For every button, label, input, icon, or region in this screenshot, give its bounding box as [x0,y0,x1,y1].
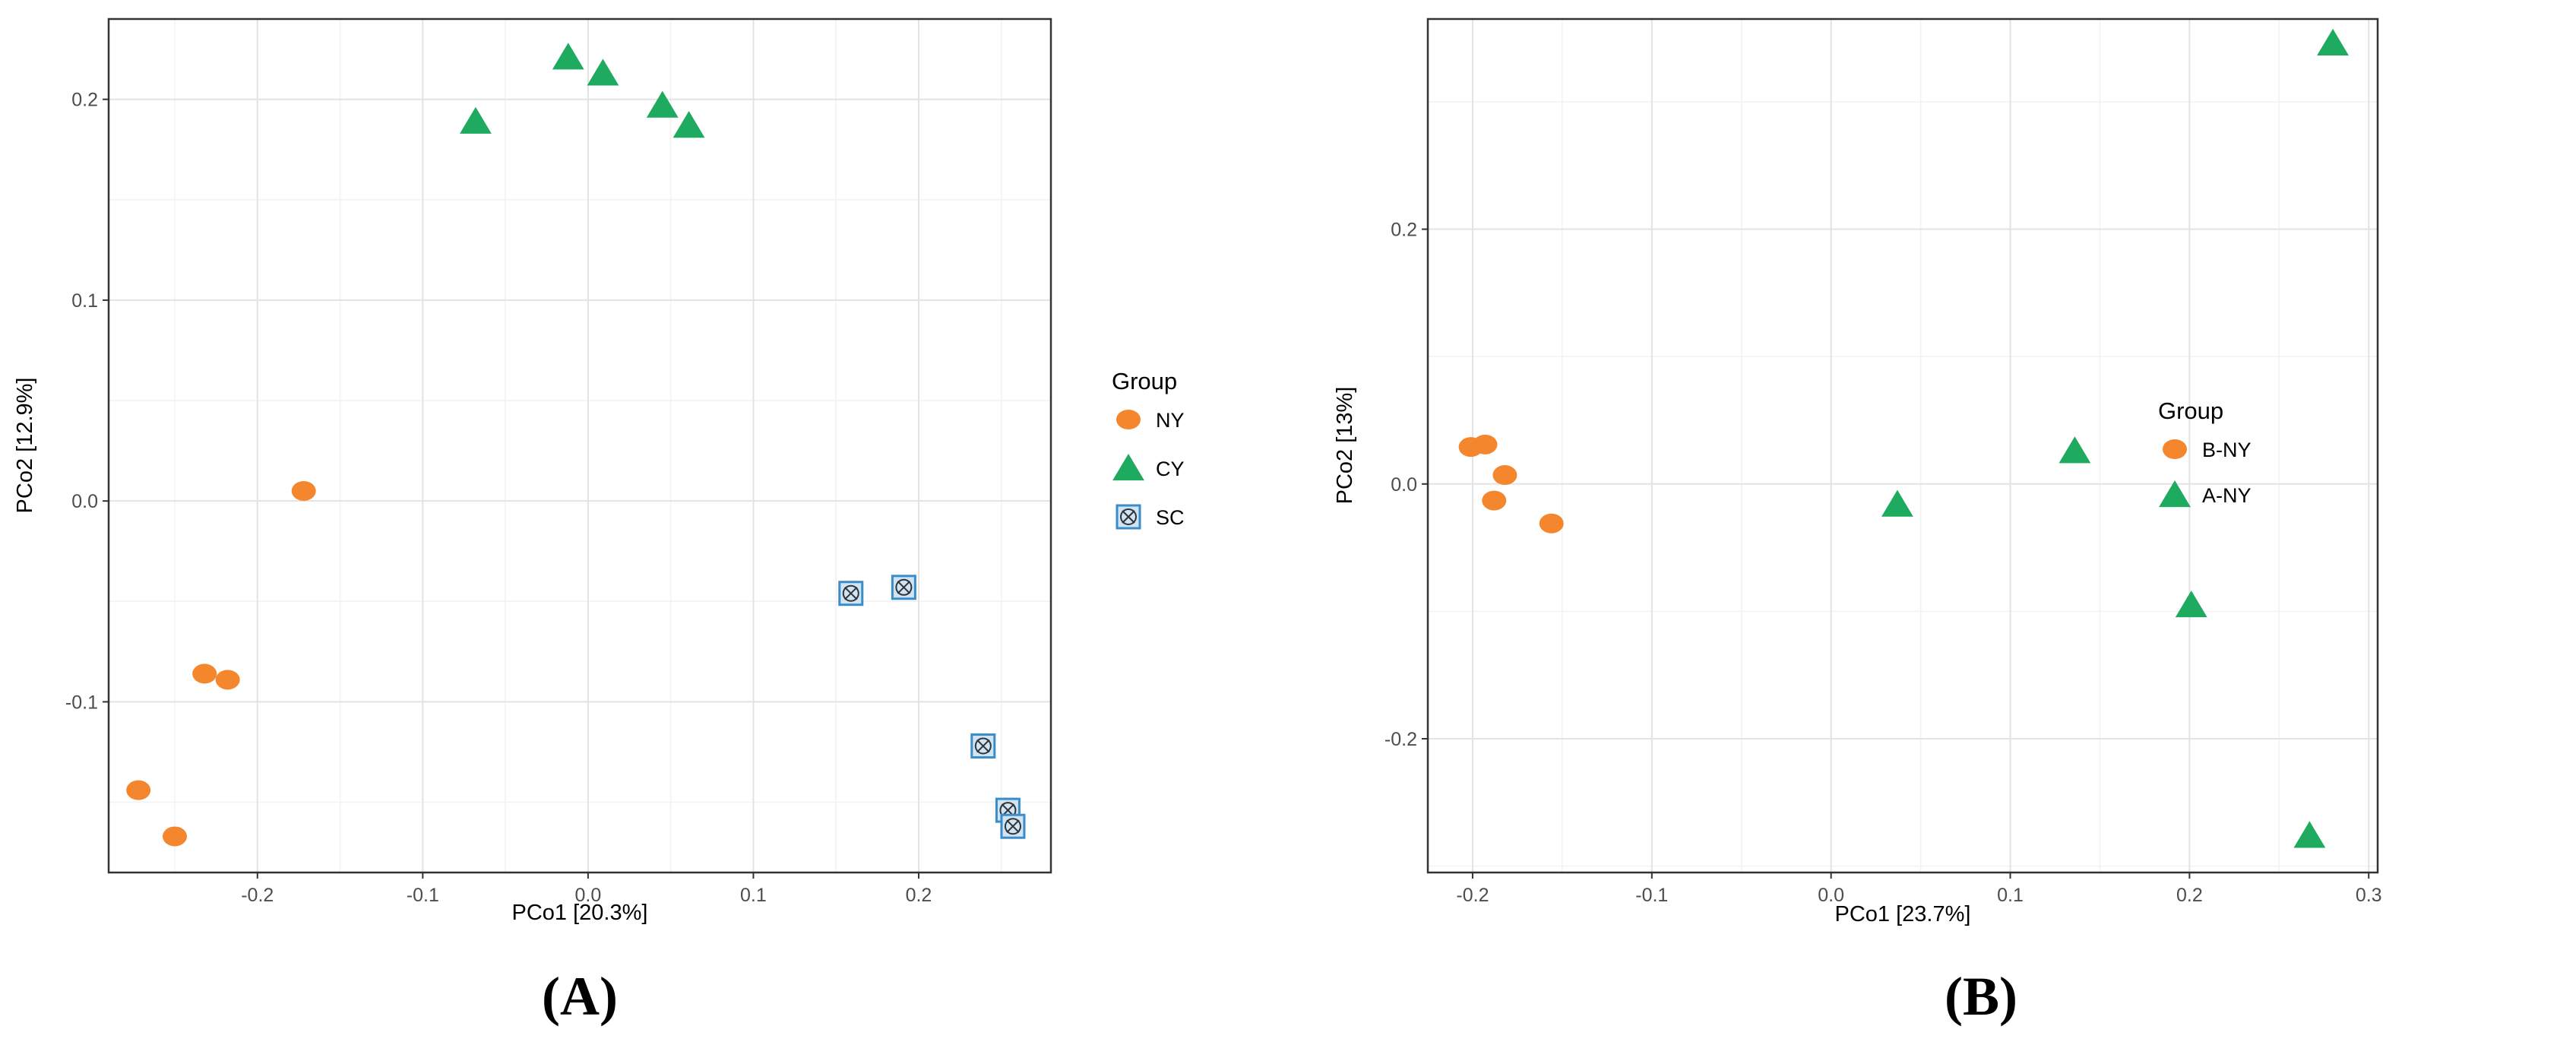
x-tick-label: -0.1 [407,885,439,906]
point-sc-cross-b [976,739,990,753]
plot-background [1428,19,2378,873]
point-sc-cross-b [897,581,911,594]
y-axis-title: PCo2 [12.9%] [13,378,37,514]
point-sc-ring [974,737,992,755]
panel-label: (B) [1945,966,2017,1027]
legend-title: Group [1112,368,1177,394]
point-b-ny [1482,490,1507,511]
point-sc [891,575,916,600]
point-sc-ring [842,584,859,602]
point-ny [192,664,217,684]
point-sc-cross-b [1006,819,1020,833]
legend-key-a-ny [2159,480,2191,508]
point-ny [163,826,188,847]
legend-key-ny [1116,410,1141,429]
point-a-ny [2175,591,2207,618]
x-tick-label: -0.2 [1456,885,1489,906]
point-ny [126,780,151,800]
y-tick-label: 0.2 [71,90,98,111]
y-axis-title: PCo2 [13%] [1333,387,1357,505]
x-axis-title: PCo1 [20.3%] [512,901,648,925]
point-b-ny [1473,434,1498,454]
x-tick-label: -0.1 [1635,885,1668,906]
y-tick-label: -0.1 [65,692,98,713]
legend-label-b-ny: B-NY [2202,439,2252,461]
point-b-ny [1539,513,1564,534]
x-tick-label: 0.2 [906,885,932,906]
plot-border [1426,17,2379,874]
legend-label-sc: SC [1156,506,1185,529]
x-tick-label: 0.1 [740,885,767,906]
point-cy [460,106,492,134]
point-cy [587,59,619,86]
legend-label-cy: CY [1156,458,1185,480]
panel-b: -0.2 -0.1 0.0 0.1 0.2 0.3 -0.2 0.0 0.2 PCo1 [23.7… [1333,17,2382,1027]
point-a-ny [2293,821,2326,848]
x-axis-title: PCo1 [23.7%] [1835,902,1971,926]
panel-a: -0.2 -0.1 0.0 0.1 0.2 -0.1 0.0 0.1 0.2 PCo1 [20.3… [13,17,1185,1027]
legend-label-a-ny: A-NY [2202,484,2252,507]
legend-key-sc [1116,504,1141,530]
y-tick-label: 0.0 [1391,474,1417,496]
legend-label-ny: NY [1156,409,1185,432]
point-ny [291,480,316,501]
y-tick-label: 0.2 [1391,220,1417,241]
y-tick-label: -0.2 [1385,729,1417,750]
legend-key-b-ny [2163,439,2187,459]
y-tick-label: 0.1 [71,290,98,312]
point-a-ny [2059,436,2091,464]
point-sc [970,733,996,759]
y-tick-label: 0.0 [71,491,98,512]
x-tick-label: 0.3 [2356,885,2382,906]
point-sc-ring [895,578,913,596]
legend: Group B-NY A-NY [2158,397,2252,508]
point-sc-ring [1004,818,1021,835]
point-cy [552,43,584,70]
x-tick-label: 0.2 [2176,885,2203,906]
plot-background [109,19,1051,873]
x-tick-label: 0.0 [1818,885,1844,906]
legend-key-cy [1112,454,1144,481]
legend-key-sc-cross-b [1122,510,1135,524]
point-a-ny [2317,28,2349,55]
x-tick-label: 0.1 [1997,885,2024,906]
x-tick-label: 0.0 [574,885,601,906]
plot-border [107,17,1052,874]
legend-key-sc-ring [1120,508,1137,525]
x-tick-label: -0.2 [241,885,274,906]
legend: Group NY CY SC [1112,368,1185,530]
point-cy [672,111,705,138]
point-b-ny [1492,465,1517,486]
panel-label: (A) [542,966,618,1027]
point-a-ny [1881,489,1913,517]
point-ny [215,670,240,690]
point-sc [1000,813,1026,839]
legend-title: Group [2158,397,2223,424]
point-sc-cross-b [844,587,858,600]
point-cy [646,90,679,118]
point-sc [838,581,864,607]
